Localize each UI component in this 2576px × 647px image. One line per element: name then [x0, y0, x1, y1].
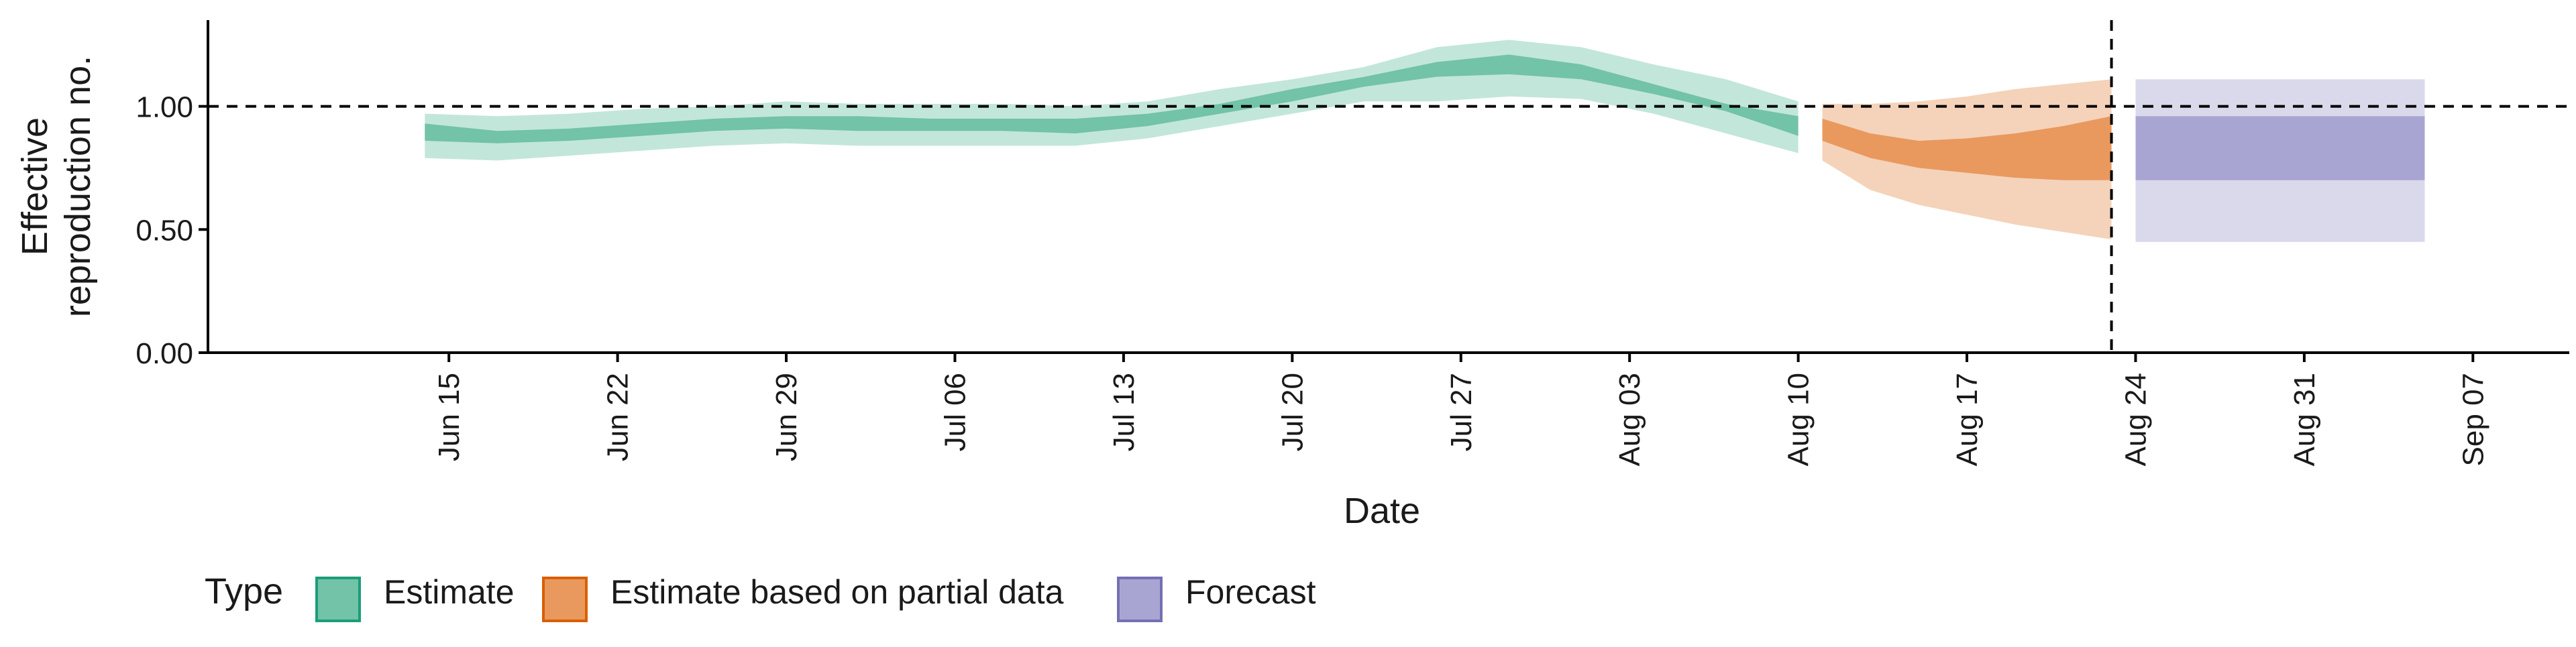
y-tick-label: 0.00: [136, 337, 193, 370]
x-tick-label: Aug 10: [1782, 373, 1815, 466]
x-tick-label: Aug 03: [1613, 373, 1646, 466]
y-axis-label: Effective reproduction no.: [15, 56, 98, 317]
partial-data-inner-band: [1822, 116, 2112, 180]
legend-key: [315, 577, 361, 622]
x-tick-label: Jun 15: [433, 373, 466, 461]
legend-key: [542, 577, 588, 622]
y-tick-label: 1.00: [136, 91, 193, 124]
legend-label: Estimate based on partial data: [610, 573, 1064, 611]
x-axis-label: Date: [1344, 491, 1420, 531]
legend: Type Estimate Estimate based on partial da…: [205, 571, 1316, 622]
forecast-inner-band: [2135, 116, 2425, 180]
axes: 0.00 0.50 1.00 Jun 15 Jun 22 Jun 29 Jul 06 Jul …: [136, 20, 2569, 466]
x-tick-label: Jun 29: [770, 373, 803, 461]
x-tick-label: Jun 22: [602, 373, 635, 461]
x-tick-label: Jul 13: [1108, 373, 1140, 451]
y-axis-title-line: reproduction no.: [58, 56, 98, 317]
x-tick-label: Aug 31: [2288, 373, 2321, 466]
x-tick-label: Aug 17: [1951, 373, 1984, 466]
x-tick-label: Sep 07: [2457, 373, 2489, 466]
legend-label: Estimate: [384, 573, 515, 611]
estimate-inner-band: [425, 54, 1799, 143]
y-axis-title-line: Effective: [15, 117, 55, 255]
y-tick-label: 0.50: [136, 214, 193, 247]
estimate-outer-band: [425, 40, 1799, 161]
x-tick-label: Jul 06: [938, 373, 971, 451]
x-tick-label: Jul 20: [1276, 373, 1309, 451]
legend-title: Type: [205, 571, 283, 611]
x-tick-label: Jul 27: [1445, 373, 1478, 451]
uncertainty-bands: [425, 40, 2425, 242]
legend-key: [1117, 577, 1163, 622]
legend-label: Forecast: [1185, 573, 1316, 611]
x-tick-label: Aug 24: [2119, 373, 2152, 466]
